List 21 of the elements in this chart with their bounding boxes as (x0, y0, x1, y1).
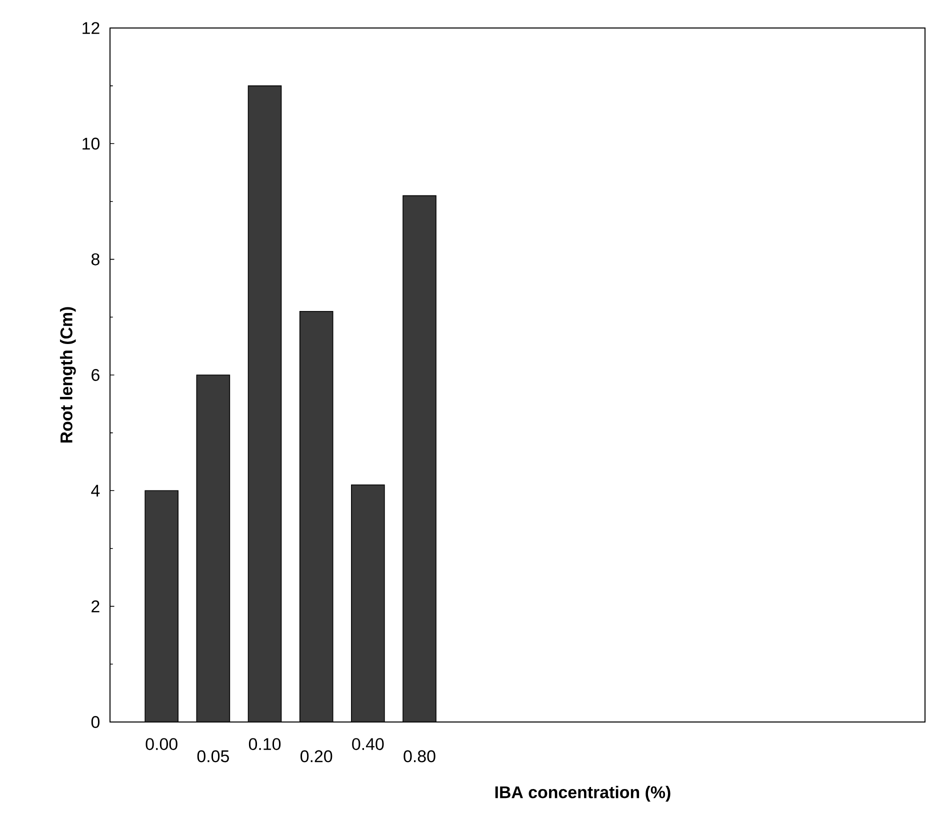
x-tick-label: 0.00 (146, 738, 178, 750)
bar (145, 490, 178, 722)
y-tick-label: 12 (82, 22, 100, 34)
bar (402, 195, 436, 722)
y-tick-label: 10 (82, 138, 100, 150)
bar (300, 311, 333, 722)
x-tick-label: 0.40 (352, 738, 384, 750)
bar (248, 86, 282, 722)
x-tick-label: 0.05 (197, 750, 229, 762)
x-tick-label: 0.80 (404, 750, 436, 762)
y-tick-label: 2 (92, 600, 100, 612)
x-tick-label: 0.10 (248, 738, 281, 750)
bar (351, 484, 384, 722)
x-tick-label: 0.20 (300, 750, 332, 762)
x-axis-title: IBA concentration (%) (495, 786, 670, 802)
y-tick-label: 4 (91, 484, 100, 496)
bar (196, 374, 230, 722)
y-tick-label: 0 (91, 716, 100, 728)
y-tick-label: 6 (92, 368, 100, 381)
y-axis-title: Root length (Cm) (60, 307, 76, 443)
y-tick-label: 8 (91, 253, 100, 266)
